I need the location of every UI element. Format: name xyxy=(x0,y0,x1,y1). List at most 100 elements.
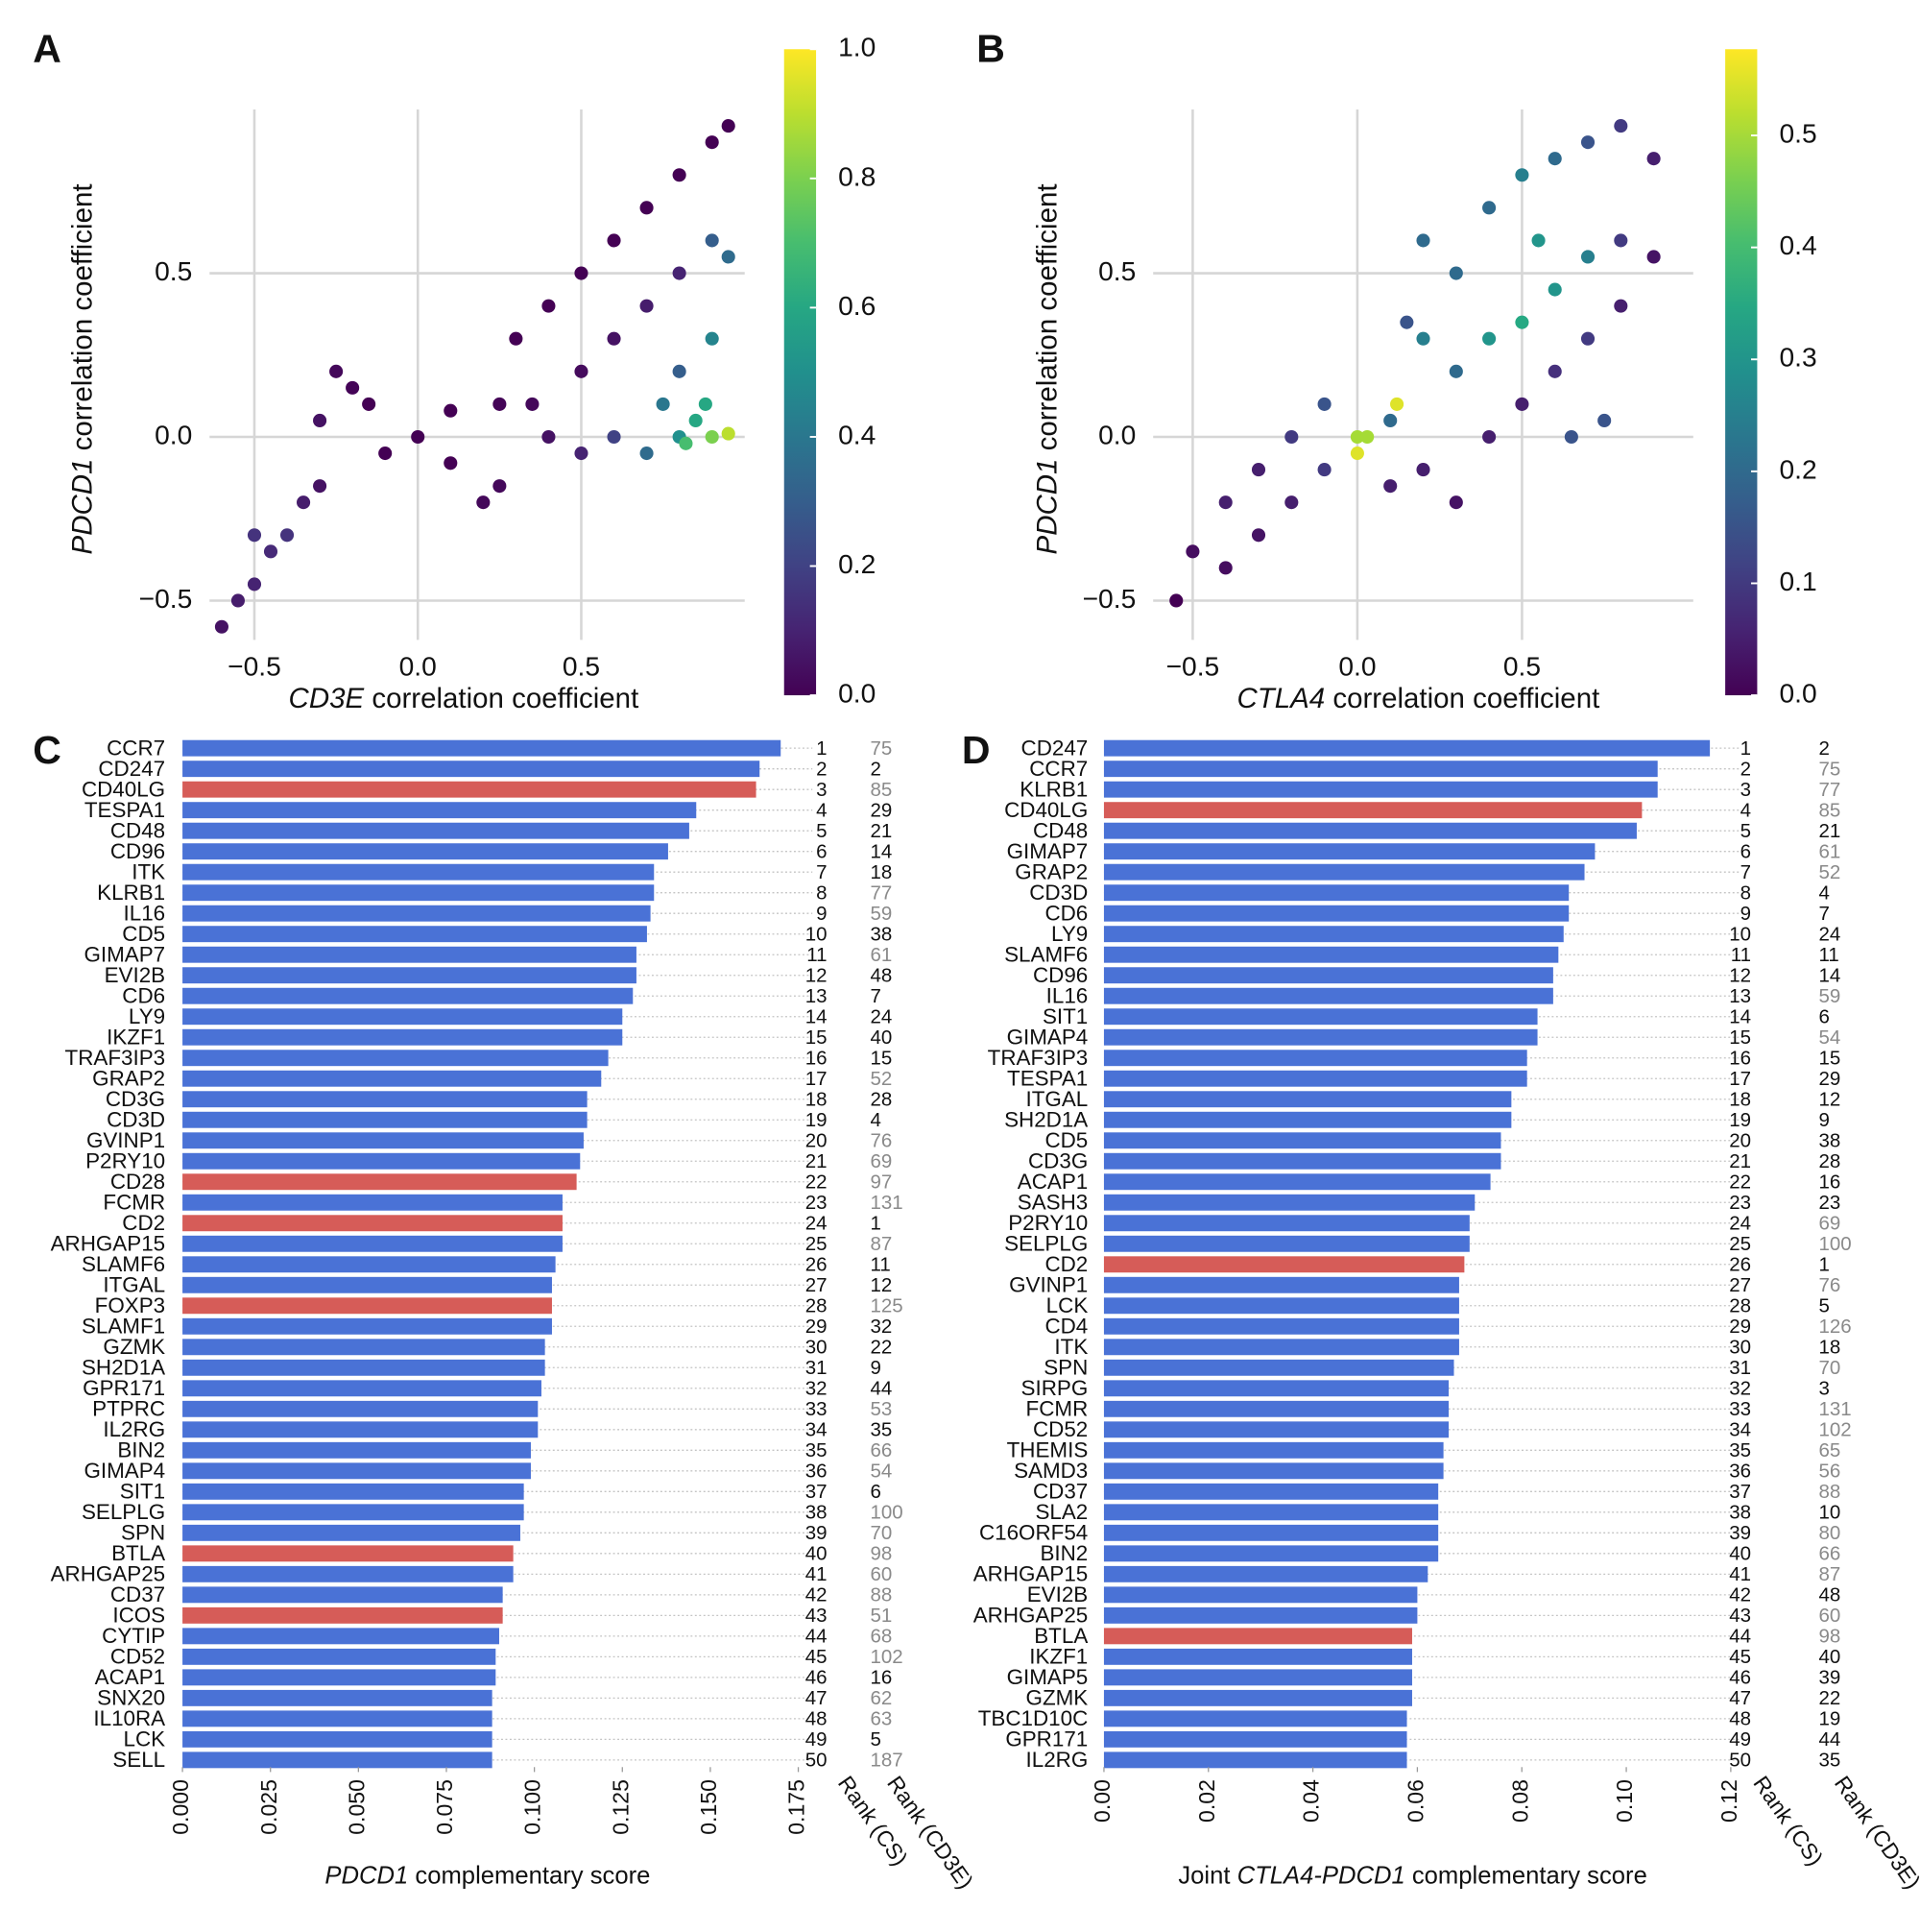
rank-cs: 2 xyxy=(816,758,827,780)
rank-cs: 28 xyxy=(1729,1294,1751,1316)
rank-ref: 38 xyxy=(870,923,892,945)
category-label: BTLA xyxy=(1034,1624,1088,1648)
category-label: LY9 xyxy=(1051,922,1088,946)
point xyxy=(263,544,278,559)
rank-cs: 8 xyxy=(816,881,827,904)
rank-ref: 66 xyxy=(1819,1543,1841,1565)
rank-ref: 15 xyxy=(870,1047,892,1069)
category-label: CD6 xyxy=(122,983,165,1007)
point xyxy=(1614,233,1628,248)
point xyxy=(1284,429,1299,445)
rank-cs: 27 xyxy=(805,1274,828,1296)
bar xyxy=(1103,1173,1491,1191)
rank-ref: 28 xyxy=(1819,1150,1841,1172)
category-label: IL10RA xyxy=(93,1706,165,1730)
point xyxy=(1564,429,1578,445)
category-label: PTPRC xyxy=(92,1397,165,1421)
rank-cs: 47 xyxy=(1729,1687,1751,1709)
point xyxy=(705,135,719,150)
colorbar xyxy=(783,49,817,696)
bar xyxy=(1103,1545,1439,1562)
point xyxy=(574,447,588,461)
bar xyxy=(1103,1421,1450,1438)
category-label: SPN xyxy=(1044,1355,1088,1379)
point xyxy=(362,397,376,411)
bar xyxy=(1103,1297,1459,1315)
bar xyxy=(1103,1689,1412,1706)
point xyxy=(1614,299,1628,313)
rank-ref: 88 xyxy=(870,1584,892,1606)
x-tick-label: 0.08 xyxy=(1507,1779,1532,1823)
rank-ref: 65 xyxy=(1819,1439,1841,1461)
bar xyxy=(1103,1751,1407,1769)
bar xyxy=(1103,1317,1459,1335)
bar xyxy=(1103,1565,1428,1582)
rank-cs: 37 xyxy=(1729,1481,1751,1503)
rank-ref: 87 xyxy=(870,1233,892,1255)
x-tick-label: 0.075 xyxy=(432,1779,457,1835)
rank-ref: 102 xyxy=(870,1646,902,1668)
category-label: BIN2 xyxy=(1040,1541,1088,1565)
y-axis-label: PDCD1 correlation coefficient xyxy=(66,183,98,554)
point xyxy=(1218,561,1233,575)
x-tick-label: 0.10 xyxy=(1612,1779,1637,1823)
rank-cs: 11 xyxy=(1731,944,1751,966)
rank-cs: 37 xyxy=(805,1481,828,1503)
colorbar-tick-label: 0.2 xyxy=(838,548,876,579)
category-label: CD40LG xyxy=(1004,798,1088,822)
y-axis-label-part: PDCD1 xyxy=(1031,459,1063,555)
bar xyxy=(1103,1380,1450,1397)
rank-ref: 29 xyxy=(1819,1068,1841,1090)
rank-ref: 44 xyxy=(1819,1728,1841,1751)
rank-cs: 15 xyxy=(1729,1026,1751,1049)
bar xyxy=(182,1339,545,1356)
point xyxy=(1317,463,1332,477)
rank-ref: 14 xyxy=(1819,964,1841,986)
rank-cs: 41 xyxy=(1729,1563,1751,1585)
point xyxy=(1449,266,1463,280)
x-tick-label: 0.00 xyxy=(1090,1779,1115,1823)
x-axis-label: CTLA4 correlation coefficient xyxy=(1236,683,1599,714)
rank-cs: 43 xyxy=(805,1605,828,1627)
category-label: SLAMF1 xyxy=(82,1314,165,1338)
x-tick-label: 0.0 xyxy=(1338,650,1376,681)
rank-cs: 7 xyxy=(1740,861,1751,883)
rank-cs: 17 xyxy=(805,1068,828,1090)
point xyxy=(541,429,556,445)
bar xyxy=(182,1091,588,1108)
point xyxy=(1218,495,1233,510)
point xyxy=(525,397,540,411)
bar xyxy=(1103,1194,1476,1211)
bar xyxy=(1103,761,1658,778)
rank-cs: 39 xyxy=(1729,1522,1751,1544)
x-tick-label: −0.5 xyxy=(1166,650,1220,681)
category-label: LCK xyxy=(124,1727,166,1751)
rank-cs: 8 xyxy=(1740,881,1751,904)
rank-ref: 102 xyxy=(1819,1419,1852,1441)
category-label: CD4 xyxy=(1044,1314,1088,1338)
category-label: SPN xyxy=(121,1521,165,1545)
x-axis-label-part: complementary score xyxy=(1405,1862,1647,1889)
rank-cs: 6 xyxy=(1740,840,1751,862)
rank-cs: 1 xyxy=(816,737,827,760)
category-label: C16ORF54 xyxy=(979,1521,1088,1545)
rank-ref: 53 xyxy=(870,1398,892,1420)
rank-cs: 40 xyxy=(1729,1543,1751,1565)
rank-ref: 4 xyxy=(870,1109,880,1131)
category-label: GRAP2 xyxy=(1015,859,1088,883)
bar xyxy=(182,1710,492,1727)
bar xyxy=(182,1524,520,1541)
category-label: CD3G xyxy=(1028,1148,1088,1172)
bar xyxy=(182,1132,584,1149)
rank-cs: 38 xyxy=(805,1502,828,1524)
category-label: SH2D1A xyxy=(82,1355,165,1379)
panel-letter: C xyxy=(33,728,61,772)
rank-cs: 16 xyxy=(1729,1047,1751,1069)
point xyxy=(492,479,507,494)
rank-cs: 43 xyxy=(1729,1605,1751,1627)
point xyxy=(346,380,360,395)
rank-ref: 11 xyxy=(1819,944,1839,966)
rank-ref: 23 xyxy=(1819,1192,1841,1214)
colorbar-tick-label: 0.6 xyxy=(838,290,876,321)
y-tick-label: −0.5 xyxy=(139,583,193,614)
